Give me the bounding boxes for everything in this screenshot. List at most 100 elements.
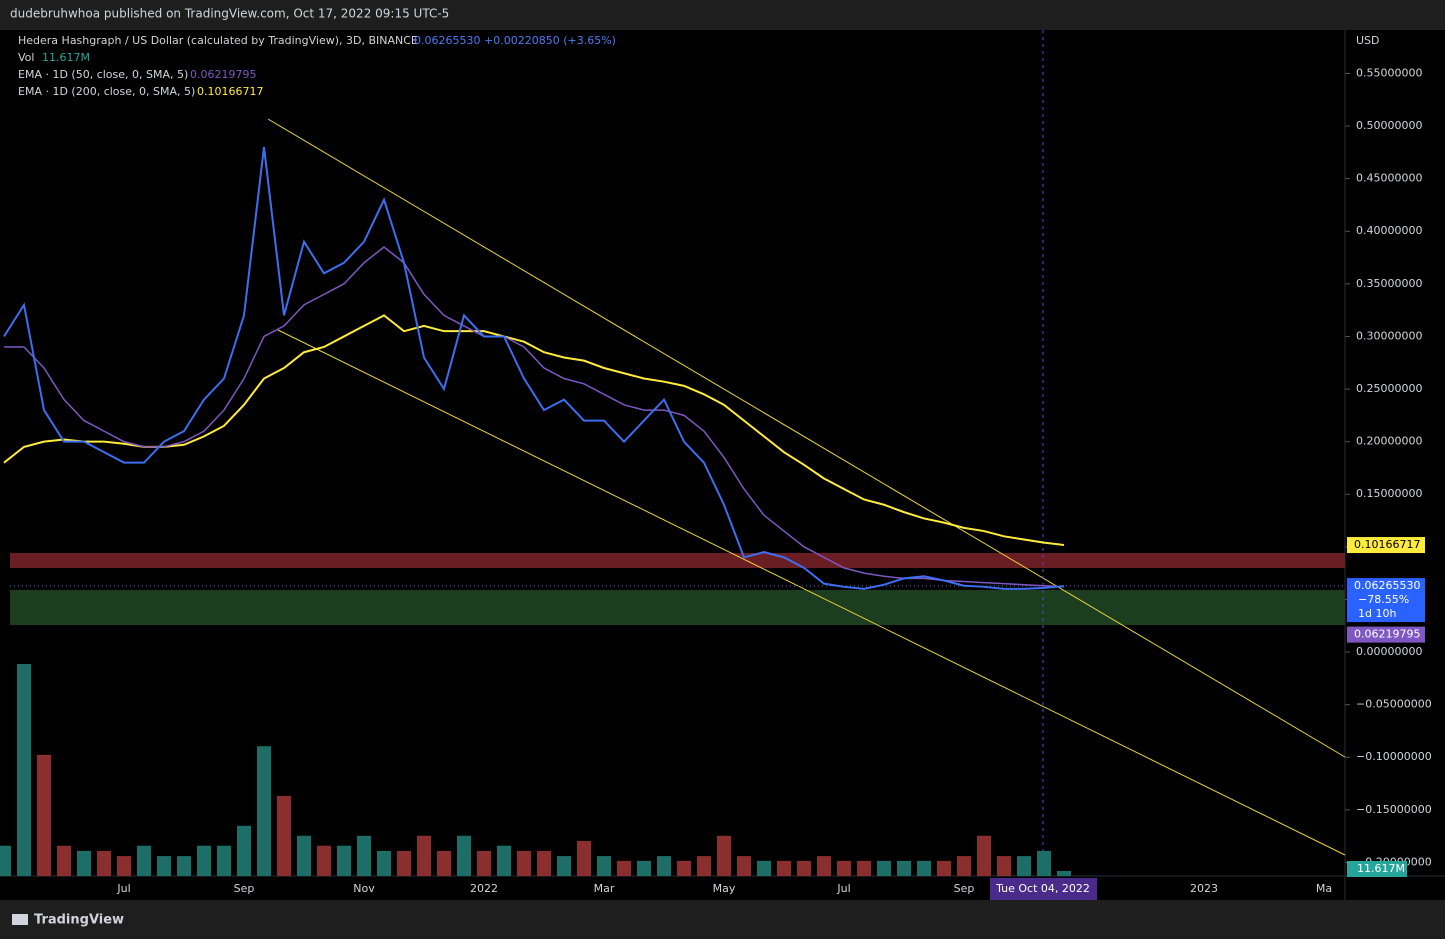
volume-bar <box>877 860 891 876</box>
chart-panel <box>0 30 1445 900</box>
volume-bar <box>257 746 271 876</box>
x-tick-label: Jul <box>836 882 850 895</box>
volume-bar <box>597 856 611 876</box>
ema50-value: 0.06219795 <box>190 68 256 81</box>
volume-bar <box>797 860 811 876</box>
volume-bar <box>157 856 171 876</box>
volume-bar <box>937 860 951 876</box>
volume-bar <box>397 850 411 876</box>
volume-bar <box>337 845 351 876</box>
trend-line <box>267 118 1346 758</box>
y-tick-label: −0.05000000 <box>1356 698 1432 711</box>
x-tick-label: Ma <box>1316 882 1332 895</box>
volume-bar <box>837 860 851 876</box>
x-tick-label: May <box>713 882 736 895</box>
volume-bar <box>477 850 491 876</box>
y-tick-label: 0.40000000 <box>1356 224 1422 237</box>
crosshair-label: Tue Oct 04, 2022 <box>995 882 1090 895</box>
x-tick-label: Jul <box>116 882 130 895</box>
y-tick-label: 0.30000000 <box>1356 329 1422 342</box>
percent-axis-label: −78.55% <box>1358 593 1409 606</box>
x-tick-label: Sep <box>954 882 975 895</box>
trend-line <box>277 329 1346 856</box>
volume-bar <box>917 860 931 876</box>
volume-bar <box>557 856 571 876</box>
volume-bar <box>97 850 111 876</box>
volume-bar <box>37 754 51 876</box>
volume-bar <box>657 856 671 876</box>
volume-bar <box>577 840 591 876</box>
y-tick-label: 0.00000000 <box>1356 645 1422 658</box>
volume-bar <box>317 845 331 876</box>
volume-bar <box>697 856 711 876</box>
volume-bar <box>757 860 771 876</box>
volume-bar <box>857 860 871 876</box>
volume-bar <box>457 835 471 876</box>
brand[interactable]: TradingView <box>34 913 124 928</box>
volume-bar <box>177 856 191 876</box>
y-tick-label: 0.45000000 <box>1356 172 1422 185</box>
volume-bar <box>1057 870 1071 876</box>
y-tick-label: 0.25000000 <box>1356 382 1422 395</box>
volume-bar <box>1017 856 1031 876</box>
volume-bar <box>117 856 131 876</box>
x-tick-label: 2023 <box>1190 882 1218 895</box>
volume-bar <box>297 835 311 876</box>
volume-bar <box>217 845 231 876</box>
price-line <box>3 314 1065 547</box>
price-box <box>1347 578 1425 623</box>
volume-bar <box>197 845 211 876</box>
currency: USD <box>1356 34 1380 47</box>
volume-bar <box>57 845 71 876</box>
volume-axis-label: 11.617M <box>1357 862 1405 875</box>
y-tick-label: 0.55000000 <box>1356 66 1422 79</box>
y-tick-label: −0.10000000 <box>1356 750 1432 763</box>
y-tick-label: 0.20000000 <box>1356 435 1422 448</box>
y-tick-label: 0.50000000 <box>1356 119 1422 132</box>
x-tick-label: Sep <box>234 882 255 895</box>
published: dudebruhwhoa published on TradingView.co… <box>10 7 449 21</box>
ema50-name: EMA · 1D (50, close, 0, SMA, 5) <box>18 68 188 81</box>
volume-bar <box>717 835 731 876</box>
volume-bar <box>777 860 791 876</box>
y-tick-label: 0.15000000 <box>1356 487 1422 500</box>
volume-bar <box>617 860 631 876</box>
volume-bar <box>537 850 551 876</box>
countdown-axis-label: 1d 10h <box>1358 607 1396 620</box>
volume-bar <box>377 850 391 876</box>
volume-bar <box>237 825 251 876</box>
volume-bar <box>637 860 651 876</box>
volume-bar <box>497 845 511 876</box>
volume-name: Vol <box>18 51 34 64</box>
last-price: 0.06265530 <box>414 34 480 47</box>
volume-bar <box>17 664 31 876</box>
change: +0.00220850 (+3.65%) <box>484 34 616 47</box>
ema200-value: 0.10166717 <box>197 85 263 98</box>
resistance-zone <box>10 553 1345 568</box>
ema50-box <box>1347 626 1425 643</box>
volume-bar <box>417 835 431 876</box>
ema200-box <box>1347 537 1425 554</box>
ema200-axis-label: 0.10166717 <box>1354 538 1420 551</box>
volume-bar <box>137 845 151 876</box>
volume-bar <box>677 860 691 876</box>
x-tick-label: Nov <box>353 882 375 895</box>
ema50-axis-label: 0.06219795 <box>1354 628 1420 641</box>
y-tick-label: 0.35000000 <box>1356 277 1422 290</box>
ema200-name: EMA · 1D (200, close, 0, SMA, 5) <box>18 85 195 98</box>
volume-bar <box>957 856 971 876</box>
crosshair-box <box>990 878 1097 900</box>
volume-bar <box>277 795 291 876</box>
volume-bar <box>517 850 531 876</box>
volume-bar <box>77 850 91 876</box>
x-tick-label: Mar <box>594 882 615 895</box>
volume-bar <box>897 860 911 876</box>
volume-bar <box>817 856 831 876</box>
volume-bar <box>977 835 991 876</box>
volume-bar <box>737 856 751 876</box>
logo[interactable] <box>12 914 28 925</box>
price-axis-label: 0.06265530 <box>1354 579 1420 592</box>
support-zone <box>10 590 1345 625</box>
